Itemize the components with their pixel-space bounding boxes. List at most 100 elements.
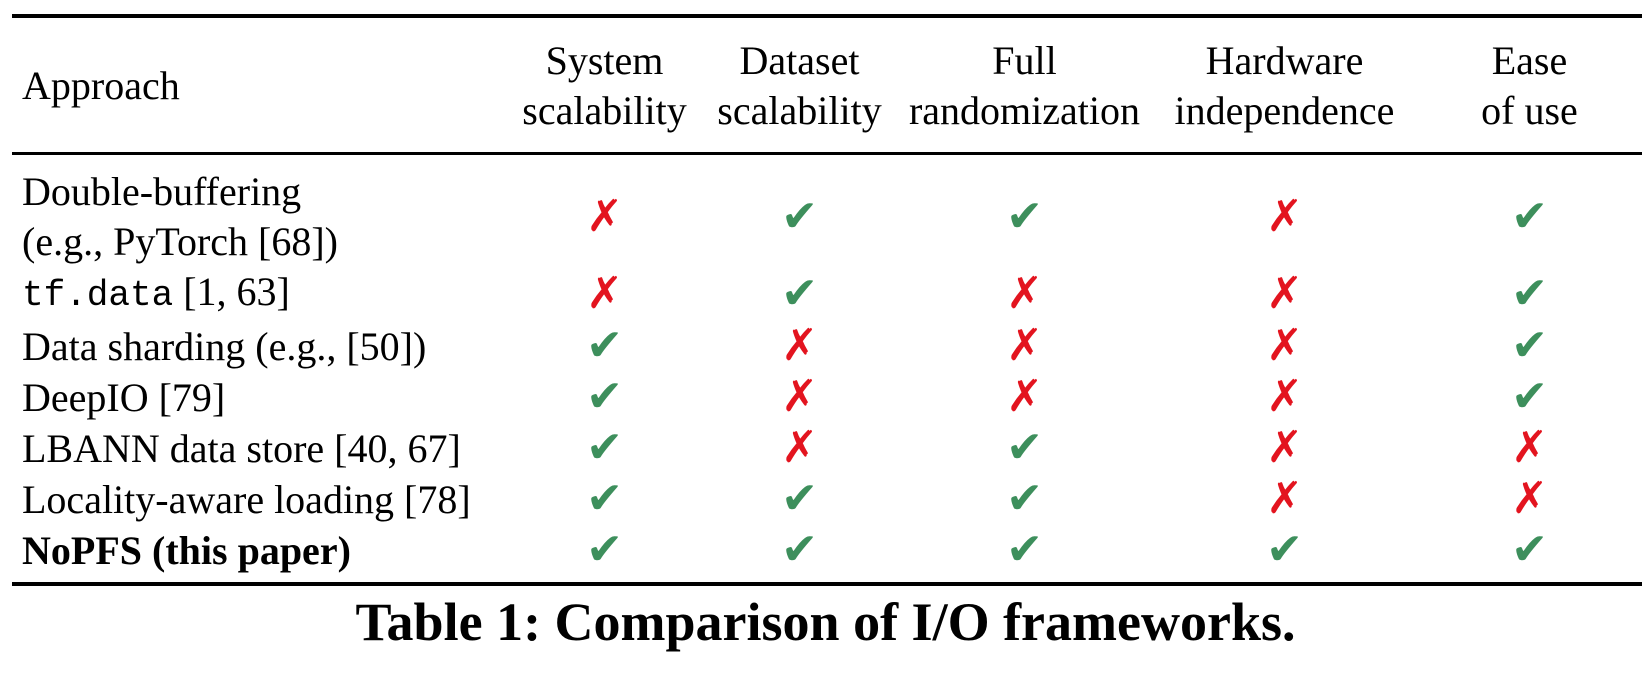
feature-cell: ✗ [1152,423,1417,474]
approach-name: NoPFS (this paper) [22,527,351,573]
table-body: Double-buffering (e.g., PyTorch [68]) ✗ ✔ ✔ ✗… [12,154,1642,584]
feature-cell: ✗ [897,372,1152,423]
approach-name: Double-buffering (e.g., PyTorch [68]) [12,154,507,268]
check-mark-icon: ✔ [781,524,818,575]
header-line: of use [1481,88,1578,133]
approach-name: LBANN data store [40, 67] [22,425,461,471]
feature-cell: ✗ [702,321,897,372]
table-header-row: Approach System scalability Dataset scal… [12,16,1642,154]
header-approach: Approach [22,63,180,108]
cross-mark-icon: ✗ [781,422,818,473]
header-line: Ease [1491,38,1568,83]
header-line: scalability [717,88,882,133]
header-hardware-independence: Hardware independence [1152,16,1417,154]
cross-mark-icon: ✗ [1006,320,1043,371]
feature-cell: ✗ [507,267,702,321]
feature-cell: ✗ [1152,154,1417,268]
feature-cell: ✔ [702,154,897,268]
feature-cell: ✔ [507,321,702,372]
check-mark-icon: ✔ [1511,320,1548,371]
cross-mark-icon: ✗ [1266,473,1303,524]
feature-cell: ✔ [507,423,702,474]
table-container: Approach System scalability Dataset scal… [12,14,1642,586]
feature-cell: ✔ [1417,267,1642,321]
check-mark-icon: ✔ [781,190,818,242]
header-line: Dataset [739,38,860,83]
cross-mark-icon: ✗ [1266,371,1303,422]
feature-cell: ✗ [897,267,1152,321]
feature-cell: ✔ [1417,154,1642,268]
check-mark-icon: ✔ [1006,190,1043,242]
feature-cell: ✗ [507,154,702,268]
approach-name-line: (e.g., PyTorch [68]) [22,219,338,264]
feature-cell: ✔ [897,525,1152,584]
cross-mark-icon: ✗ [1511,473,1548,524]
table-row: NoPFS (this paper) ✔ ✔ ✔ ✔ ✔ [12,525,1642,584]
feature-cell: ✗ [1152,372,1417,423]
cross-mark-icon: ✗ [1006,267,1043,319]
cross-mark-icon: ✗ [781,371,818,422]
check-mark-icon: ✔ [1511,267,1548,319]
check-mark-icon: ✔ [1511,371,1548,422]
header-line: scalability [522,88,687,133]
check-mark-icon: ✔ [586,371,623,422]
feature-cell: ✗ [1417,423,1642,474]
approach-name: tf.data [1, 63] [12,267,507,321]
feature-cell: ✔ [507,474,702,525]
table-row: tf.data [1, 63] ✗ ✔ ✗ ✗ ✔ [12,267,1642,321]
check-mark-icon: ✔ [1511,524,1548,575]
approach-name: Data sharding (e.g., [50]) [22,323,427,369]
check-mark-icon: ✔ [1006,473,1043,524]
cross-mark-icon: ✗ [1266,190,1303,242]
check-mark-icon: ✔ [1006,422,1043,473]
feature-cell: ✗ [1417,474,1642,525]
feature-cell: ✔ [702,474,897,525]
cross-mark-icon: ✗ [1266,320,1303,371]
feature-cell: ✔ [897,423,1152,474]
feature-cell: ✔ [507,372,702,423]
cross-mark-icon: ✗ [586,267,623,319]
feature-cell: ✔ [507,525,702,584]
approach-name-line: Double-buffering [22,169,302,214]
feature-cell: ✔ [1417,372,1642,423]
cross-mark-icon: ✗ [1266,267,1303,319]
header-ease-of-use: Ease of use [1417,16,1642,154]
approach-name-citation: [1, 63] [173,269,290,314]
feature-cell: ✔ [897,154,1152,268]
comparison-table: Approach System scalability Dataset scal… [12,14,1642,586]
check-mark-icon: ✔ [586,524,623,575]
header-line: randomization [908,88,1141,133]
check-mark-icon: ✔ [781,267,818,319]
table-row: Data sharding (e.g., [50]) ✔ ✗ ✗ ✗ ✔ [12,321,1642,372]
table-row: LBANN data store [40, 67] ✔ ✗ ✔ ✗ ✗ [12,423,1642,474]
cross-mark-icon: ✗ [1511,422,1548,473]
approach-name: DeepIO [79] [22,374,226,420]
header-full-randomization: Full randomization [897,16,1152,154]
check-mark-icon: ✔ [586,422,623,473]
table-row: Locality-aware loading [78] ✔ ✔ ✔ ✗ ✗ [12,474,1642,525]
check-mark-icon: ✔ [586,320,623,371]
feature-cell: ✗ [702,423,897,474]
feature-cell: ✗ [1152,321,1417,372]
feature-cell: ✔ [702,525,897,584]
feature-cell: ✔ [897,474,1152,525]
cross-mark-icon: ✗ [781,320,818,371]
approach-name-code: tf.data [22,275,174,316]
feature-cell: ✔ [702,267,897,321]
feature-cell: ✗ [1152,474,1417,525]
feature-cell: ✔ [1417,321,1642,372]
header-system-scalability: System scalability [507,16,702,154]
check-mark-icon: ✔ [1511,190,1548,242]
feature-cell: ✔ [1417,525,1642,584]
cross-mark-icon: ✗ [586,190,623,242]
cross-mark-icon: ✗ [1266,422,1303,473]
cross-mark-icon: ✗ [1006,371,1043,422]
feature-cell: ✗ [897,321,1152,372]
feature-cell: ✗ [1152,267,1417,321]
header-line: System [545,38,664,83]
header-line: Hardware [1205,38,1364,83]
check-mark-icon: ✔ [1006,524,1043,575]
table-row: DeepIO [79] ✔ ✗ ✗ ✗ ✔ [12,372,1642,423]
header-dataset-scalability: Dataset scalability [702,16,897,154]
approach-name: Locality-aware loading [78] [22,476,471,522]
